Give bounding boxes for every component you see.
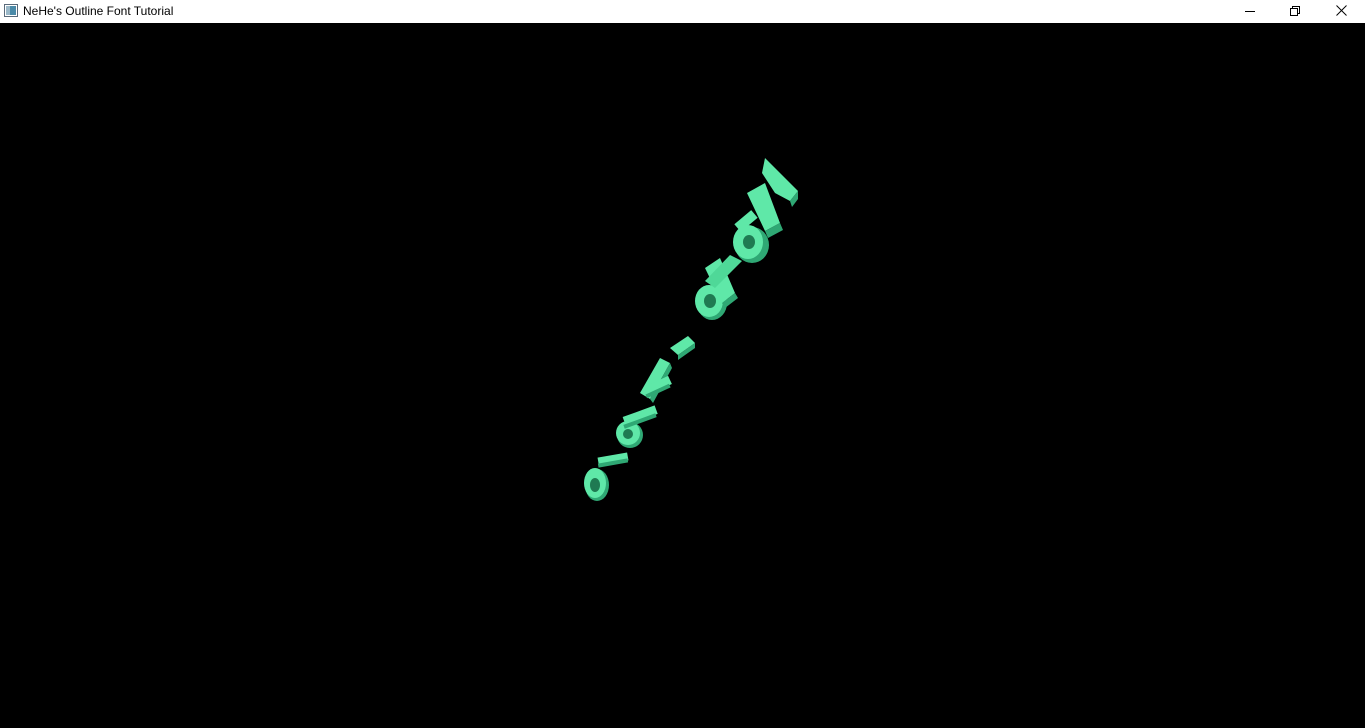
restore-icon	[1290, 3, 1300, 21]
window-title: NeHe's Outline Font Tutorial	[23, 4, 174, 18]
restore-button[interactable]	[1272, 0, 1318, 23]
opengl-viewport[interactable]	[0, 23, 1365, 728]
glyph-4	[670, 336, 695, 360]
window-app-icon	[4, 4, 18, 17]
glyph-6	[705, 255, 742, 308]
rotating-3d-text	[584, 158, 798, 501]
glyph-8	[747, 158, 798, 238]
glyph-2	[616, 405, 658, 448]
minimize-icon	[1245, 3, 1255, 21]
glyph-7	[733, 210, 769, 263]
close-button[interactable]	[1318, 0, 1364, 23]
minimize-button[interactable]	[1227, 0, 1273, 23]
glyph-3	[640, 358, 672, 403]
close-icon	[1335, 3, 1347, 21]
glyph-1	[584, 452, 629, 501]
title-bar[interactable]: NeHe's Outline Font Tutorial	[0, 0, 1365, 23]
